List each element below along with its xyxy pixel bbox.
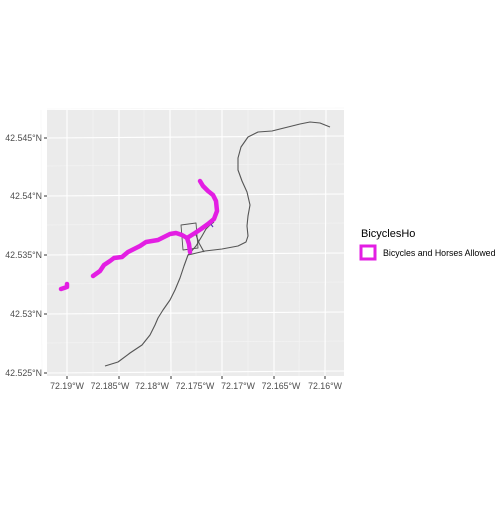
x-tick-labels: 72.19°W 72.185°W 72.18°W 72.175°W 72.17°… — [50, 381, 343, 391]
trail-east-loop — [187, 121, 331, 256]
legend-key — [359, 244, 377, 261]
trail-highlight-main — [90, 230, 193, 279]
x-tick-label: 72.18°W — [135, 381, 170, 391]
legend-label: Bicycles and Horses Allowed — [383, 248, 496, 258]
trail-main-north-south — [104, 221, 215, 367]
x-tick-label: 72.19°W — [50, 381, 85, 391]
x-tick-label: 72.16°W — [308, 381, 343, 391]
x-tick-label: 72.175°W — [176, 381, 215, 391]
legend-title: BicyclesHo — [361, 228, 415, 240]
axis-ticks — [44, 137, 326, 379]
trail-highlight-west — [58, 281, 70, 292]
major-gridlines — [46, 109, 345, 377]
y-tick-label: 42.53°N — [10, 309, 42, 319]
y-tick-label: 42.54°N — [10, 191, 42, 201]
bike-horse-trails — [58, 178, 220, 292]
other-trails — [104, 121, 331, 367]
x-tick-label: 72.185°W — [91, 381, 130, 391]
x-tick-label: 72.17°W — [221, 381, 256, 391]
legend: BicyclesHo Bicycles and Horses Allowed — [359, 228, 496, 261]
plot-panel — [47, 110, 344, 376]
x-tick-label: 72.165°W — [262, 381, 301, 391]
y-tick-label: 42.525°N — [5, 368, 42, 378]
y-tick-label: 42.535°N — [5, 250, 42, 260]
trail-spur — [194, 231, 205, 253]
trail-highlight-north — [184, 178, 220, 241]
y-tick-label: 42.545°N — [5, 133, 42, 143]
y-tick-labels: 42.545°N 42.54°N 42.535°N 42.53°N 42.525… — [5, 133, 42, 378]
trail-rect — [180, 222, 199, 251]
minor-gridlines — [40, 107, 345, 377]
